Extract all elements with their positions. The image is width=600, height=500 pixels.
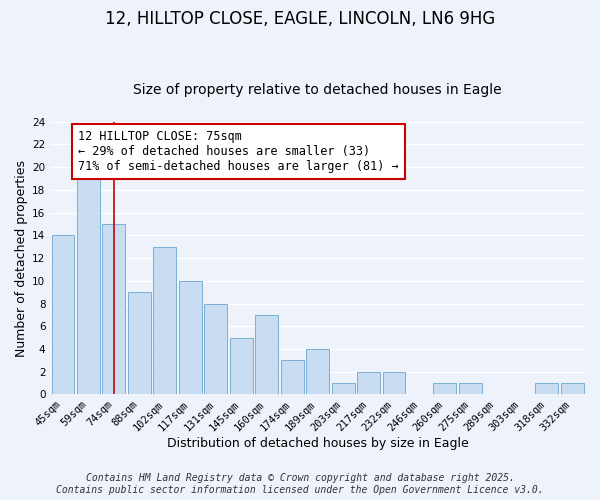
X-axis label: Distribution of detached houses by size in Eagle: Distribution of detached houses by size … [167,437,469,450]
Title: Size of property relative to detached houses in Eagle: Size of property relative to detached ho… [133,83,502,97]
Bar [179,281,202,394]
Bar [255,315,278,394]
Bar [459,383,482,394]
Bar [535,383,558,394]
Bar [154,246,176,394]
Text: 12 HILLTOP CLOSE: 75sqm
← 29% of detached houses are smaller (33)
71% of semi-de: 12 HILLTOP CLOSE: 75sqm ← 29% of detache… [78,130,399,172]
Bar [205,304,227,394]
Bar [433,383,457,394]
Y-axis label: Number of detached properties: Number of detached properties [15,160,28,356]
Bar [561,383,584,394]
Bar [357,372,380,394]
Bar [128,292,151,394]
Bar [281,360,304,394]
Text: 12, HILLTOP CLOSE, EAGLE, LINCOLN, LN6 9HG: 12, HILLTOP CLOSE, EAGLE, LINCOLN, LN6 9… [105,10,495,28]
Bar [383,372,406,394]
Bar [77,178,100,394]
Bar [103,224,125,394]
Text: Contains HM Land Registry data © Crown copyright and database right 2025.
Contai: Contains HM Land Registry data © Crown c… [56,474,544,495]
Bar [230,338,253,394]
Bar [332,383,355,394]
Bar [52,236,74,394]
Bar [306,349,329,395]
